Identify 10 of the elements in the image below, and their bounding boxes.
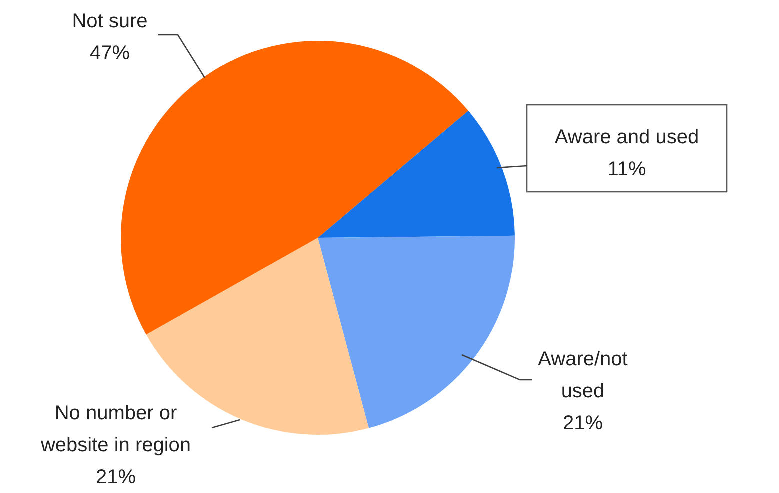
data-label: 11% — [608, 158, 646, 180]
slice-label: Not sure — [72, 10, 148, 32]
data-label: 47% — [90, 42, 130, 64]
data-label: 21% — [96, 466, 136, 488]
pie-slice — [318, 110, 515, 238]
data-label: 21% — [562, 412, 604, 434]
pie-slice — [318, 236, 515, 428]
slice-label: Aware and used — [554, 126, 700, 148]
slice-label: No number or website in region — [40, 402, 192, 456]
slice-label: Aware/not used — [538, 348, 628, 402]
